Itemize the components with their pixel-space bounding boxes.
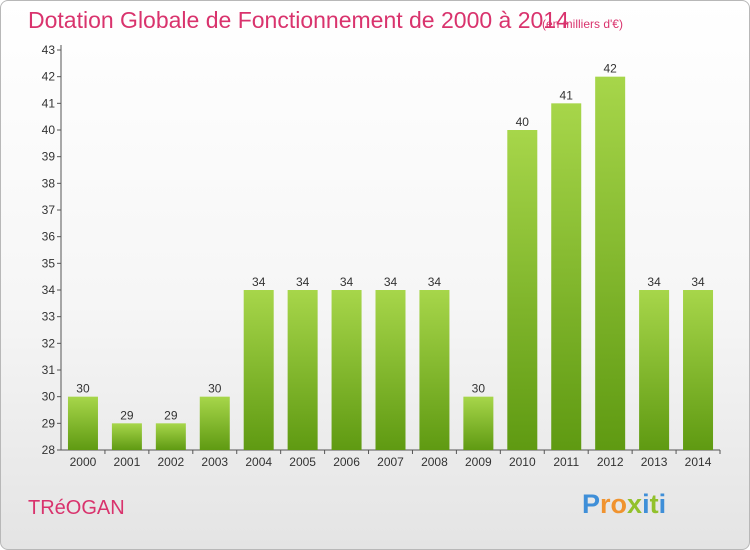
bar <box>111 423 142 450</box>
logo-letter: P <box>582 489 601 519</box>
bar-value-label: 40 <box>516 115 530 129</box>
y-tick-label: 31 <box>42 363 56 377</box>
x-tick-label: 2007 <box>377 455 404 469</box>
bar <box>551 103 582 450</box>
bar-value-label: 34 <box>296 275 310 289</box>
bar <box>331 290 362 450</box>
bar <box>639 290 670 450</box>
x-tick-label: 2009 <box>465 455 492 469</box>
x-tick-label: 2014 <box>685 455 712 469</box>
x-tick-label: 2013 <box>641 455 668 469</box>
logo-letter: i <box>642 489 650 519</box>
x-tick-label: 2010 <box>509 455 536 469</box>
y-tick-label: 34 <box>42 283 56 297</box>
y-tick-label: 28 <box>42 443 56 457</box>
bar <box>67 396 98 450</box>
chart-title: Dotation Globale de Fonctionnement de 20… <box>28 7 569 33</box>
x-tick-label: 2002 <box>157 455 184 469</box>
bar-value-label: 34 <box>340 275 354 289</box>
x-tick-label: 2001 <box>114 455 141 469</box>
chart-subtitle: (en milliers d'€) <box>542 17 623 31</box>
commune-name: TRéOGAN <box>28 497 125 519</box>
y-tick-label: 43 <box>42 43 56 57</box>
x-tick-label: 2012 <box>597 455 624 469</box>
bar-value-label: 34 <box>691 275 705 289</box>
x-tick-label: 2005 <box>289 455 316 469</box>
bar-value-label: 34 <box>647 275 661 289</box>
x-tick-label: 2004 <box>245 455 272 469</box>
y-tick-label: 29 <box>42 416 56 430</box>
x-tick-label: 2003 <box>201 455 228 469</box>
logo-letter: x <box>627 489 643 519</box>
y-tick-label: 37 <box>42 203 56 217</box>
bar-value-label: 34 <box>384 275 398 289</box>
x-tick-label: 2000 <box>70 455 97 469</box>
bar <box>199 396 230 450</box>
x-tick-label: 2011 <box>553 455 579 469</box>
y-tick-label: 38 <box>42 176 56 190</box>
bar-value-label: 30 <box>472 382 486 396</box>
y-tick-label: 32 <box>42 336 56 350</box>
y-tick-label: 40 <box>42 123 56 137</box>
bar-value-label: 29 <box>164 408 178 422</box>
bar-value-label: 30 <box>208 382 222 396</box>
y-tick-label: 36 <box>42 230 56 244</box>
x-tick-label: 2006 <box>333 455 360 469</box>
logo-letter: r <box>600 489 611 519</box>
bar-value-label: 41 <box>560 88 574 102</box>
bar-value-label: 34 <box>252 275 266 289</box>
bar-value-label: 30 <box>76 382 90 396</box>
y-tick-label: 30 <box>42 390 56 404</box>
bar <box>375 290 406 450</box>
bar <box>683 290 714 450</box>
bar <box>287 290 318 450</box>
bar-value-label: 29 <box>120 408 134 422</box>
bar-value-label: 34 <box>428 275 442 289</box>
proxiti-logo[interactable]: Proxiti <box>582 489 666 520</box>
x-tick-label: 2008 <box>421 455 448 469</box>
y-tick-label: 42 <box>42 70 56 84</box>
bar <box>507 130 538 450</box>
bar <box>243 290 274 450</box>
y-tick-label: 39 <box>42 150 56 164</box>
logo-letter: t <box>649 489 659 519</box>
logo-letter: o <box>610 489 628 519</box>
y-tick-label: 41 <box>42 96 56 110</box>
bar <box>419 290 450 450</box>
bar-value-label: 42 <box>603 62 617 76</box>
logo-letter: i <box>658 489 667 519</box>
bar <box>463 396 494 450</box>
bar <box>595 76 626 451</box>
bar <box>155 423 186 450</box>
y-tick-label: 35 <box>42 256 56 270</box>
y-tick-label: 33 <box>42 310 56 324</box>
